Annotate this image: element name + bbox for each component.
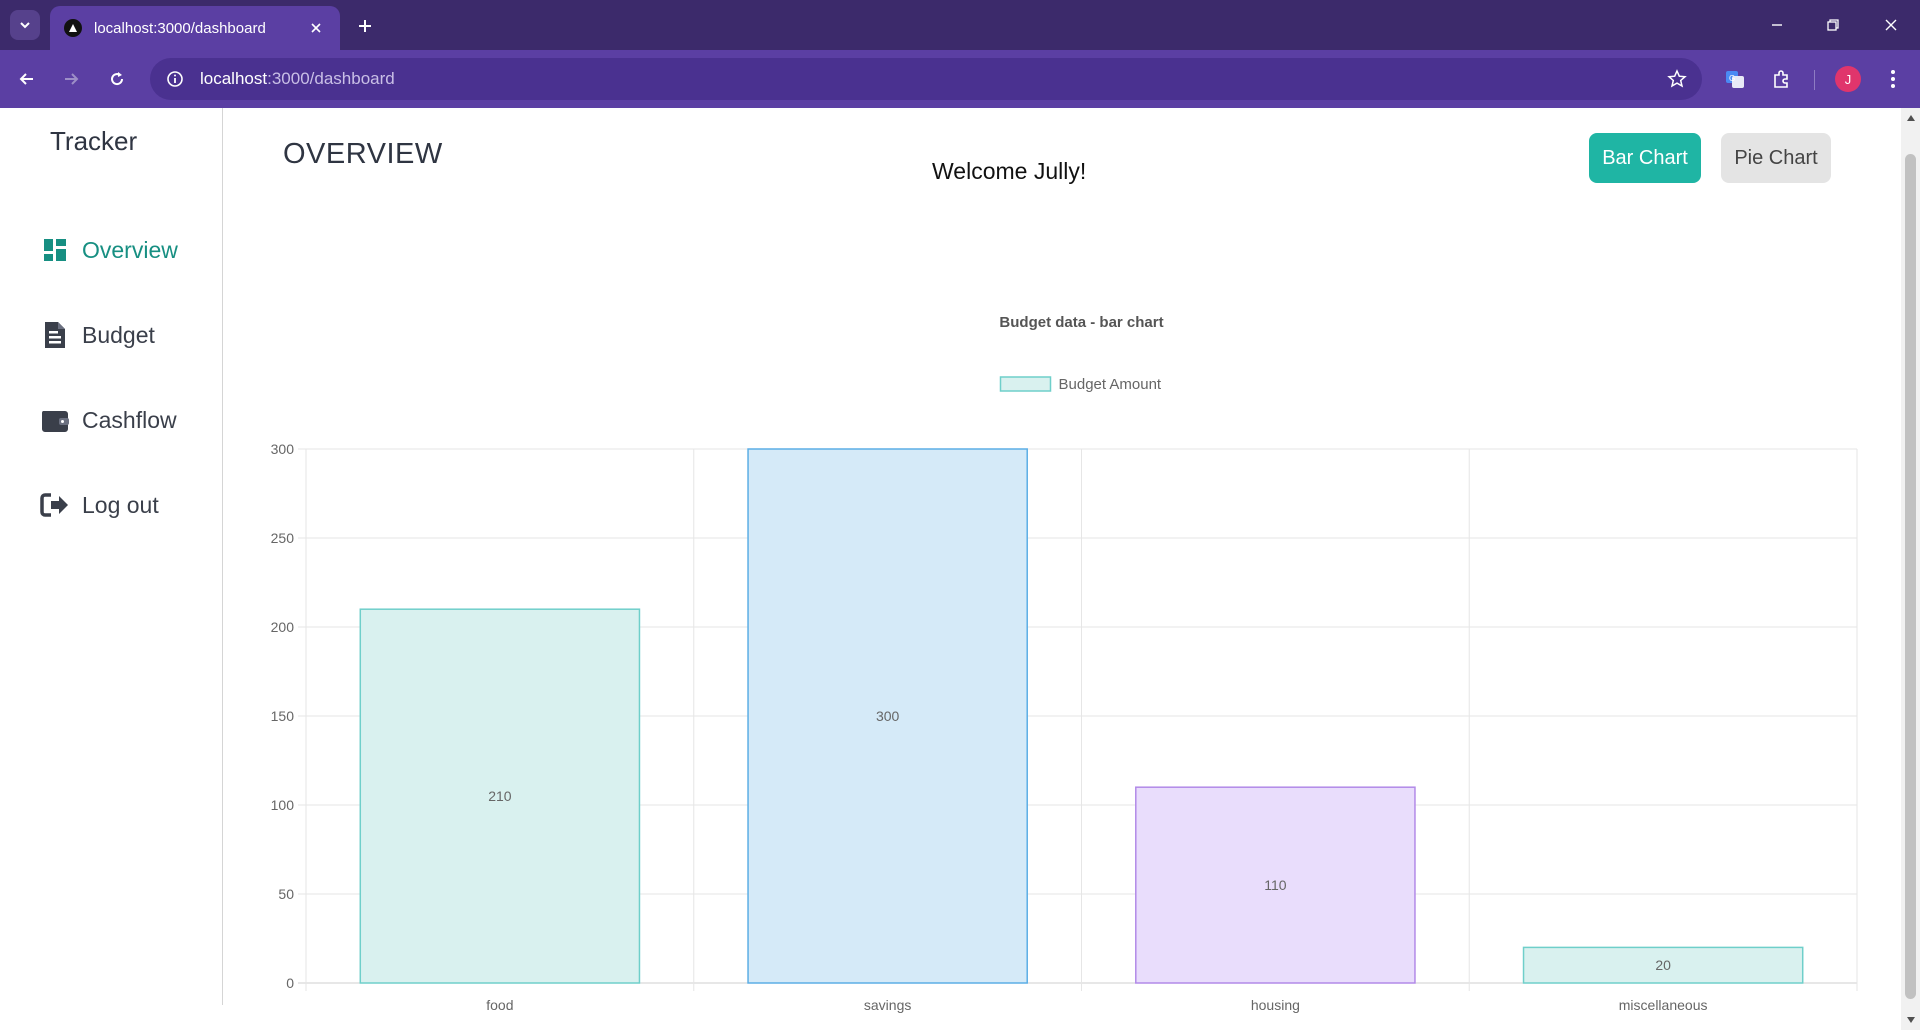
browser-tab-bar: localhost:3000/dashboard: [0, 0, 1920, 50]
scrollbar-thumb[interactable]: [1905, 154, 1916, 999]
sidebar-item-label: Cashflow: [82, 406, 177, 433]
x-tick-label: housing: [1251, 997, 1300, 1013]
wallet-icon: [38, 403, 72, 437]
x-tick-label: savings: [864, 997, 911, 1013]
svg-text:G: G: [1729, 74, 1735, 83]
x-tick-label: miscellaneous: [1619, 997, 1708, 1013]
restore-icon[interactable]: [1820, 12, 1846, 38]
sidebar-item-label: Log out: [82, 491, 159, 518]
tab-search-button[interactable]: [10, 10, 40, 40]
pie-chart-button[interactable]: Pie Chart: [1721, 133, 1831, 183]
browser-menu-icon[interactable]: [1880, 66, 1906, 92]
page-scrollbar[interactable]: [1901, 108, 1920, 1030]
tab-title: localhost:3000/dashboard: [94, 19, 266, 37]
new-tab-plus-icon[interactable]: [352, 13, 378, 39]
dashboard-page: Tracker Overview Budget Cashflow Log out: [0, 108, 1920, 1030]
forward-arrow-icon[interactable]: [58, 66, 84, 92]
logout-icon: [38, 488, 72, 522]
budget-bar-chart: Budget data - bar chart Budget Amount 0 50 1…: [271, 314, 1858, 1013]
bar-housing: [1135, 786, 1416, 984]
sidebar-item-cashflow[interactable]: Cashflow: [38, 398, 177, 442]
bar-savings: [747, 448, 1028, 984]
data-label: 210: [488, 788, 512, 804]
address-bar[interactable]: localhost:3000/dashboard: [150, 58, 1702, 100]
legend-label: Budget Amount: [1059, 376, 1162, 393]
extensions-puzzle-icon[interactable]: [1768, 66, 1794, 92]
bar-chart-button[interactable]: Bar Chart: [1589, 133, 1701, 183]
budget-chart-container: Budget data - bar chart Budget Amount 0 50 1…: [230, 228, 1870, 1030]
y-tick-label: 250: [271, 530, 295, 546]
y-tick-label: 50: [278, 886, 294, 902]
url-host: localhost: [200, 69, 268, 88]
sidebar: Tracker Overview Budget Cashflow Log out: [0, 108, 223, 1005]
chevron-down-icon: [20, 22, 30, 29]
scroll-up-arrow-icon[interactable]: [1905, 112, 1916, 124]
chart-title: Budget data - bar chart: [999, 314, 1163, 331]
data-label: 300: [876, 708, 900, 724]
browser-tab[interactable]: localhost:3000/dashboard: [50, 6, 340, 50]
x-tick-label: food: [486, 997, 513, 1013]
data-label: 20: [1655, 957, 1671, 973]
y-tick-label: 0: [286, 975, 294, 991]
y-tick-label: 150: [271, 708, 295, 724]
welcome-message: Welcome Jully!: [932, 158, 1087, 184]
bar-miscellaneous: [1522, 946, 1804, 984]
data-label: 110: [1264, 877, 1287, 893]
sidebar-item-label: Overview: [82, 236, 178, 263]
brand-title: Tracker: [50, 126, 138, 156]
url-path: :3000/dashboard: [267, 69, 395, 88]
legend-swatch: [999, 376, 1052, 392]
bar-food: [359, 608, 641, 984]
sidebar-item-label: Budget: [82, 321, 155, 348]
y-tick-label: 300: [271, 441, 295, 457]
tab-close-icon[interactable]: [306, 18, 326, 38]
toolbar-separator: [1814, 70, 1815, 90]
translate-icon[interactable]: G: [1722, 66, 1748, 92]
y-tick-label: 200: [271, 619, 295, 635]
reload-icon[interactable]: [104, 66, 130, 92]
scroll-down-arrow-icon[interactable]: [1905, 1014, 1916, 1026]
profile-avatar[interactable]: J: [1835, 66, 1861, 92]
close-window-icon[interactable]: [1878, 12, 1904, 38]
triangle-favicon-icon: [64, 19, 82, 37]
sidebar-item-logout[interactable]: Log out: [38, 483, 159, 527]
y-tick-label: 100: [271, 797, 295, 813]
dashboard-icon: [38, 233, 72, 267]
sidebar-item-budget[interactable]: Budget: [38, 313, 155, 357]
back-arrow-icon[interactable]: [14, 66, 40, 92]
document-icon: [38, 318, 72, 352]
site-info-icon[interactable]: [164, 68, 186, 90]
minimize-icon[interactable]: [1764, 12, 1790, 38]
browser-toolbar: localhost:3000/dashboard G: [0, 50, 1920, 108]
page-title: OVERVIEW: [283, 138, 443, 170]
sidebar-item-overview[interactable]: Overview: [38, 228, 178, 272]
bookmark-star-icon[interactable]: [1666, 68, 1688, 90]
